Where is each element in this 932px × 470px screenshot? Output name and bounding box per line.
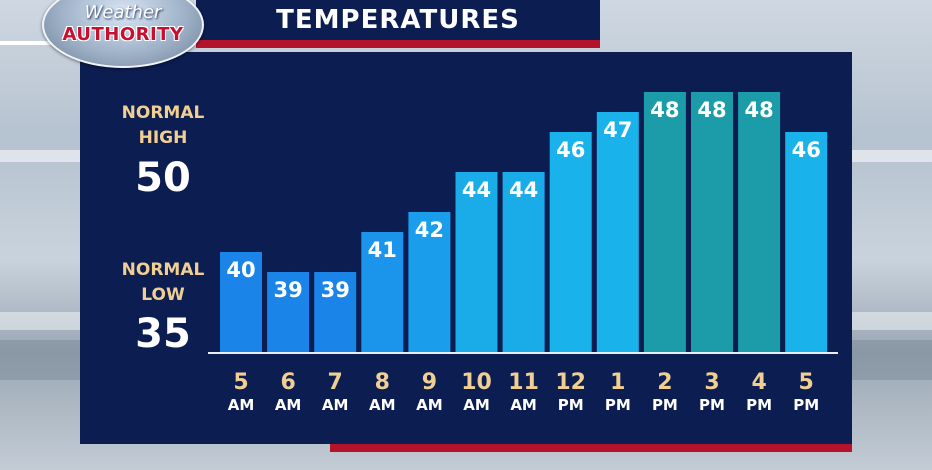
bar-value-label: 39 <box>321 278 350 302</box>
x-tick-period: AM <box>463 396 490 414</box>
x-tick-hour: 3 <box>704 370 719 395</box>
bar-value-label: 47 <box>603 118 632 142</box>
bar-value-label: 48 <box>650 98 679 122</box>
page-title: TEMPERATURES <box>276 5 520 35</box>
bar-13 <box>785 132 828 352</box>
bar-4 <box>361 232 404 352</box>
logo-weather-text: Weather <box>84 2 162 23</box>
normal-low-value: 35 <box>135 311 191 357</box>
bar-9 <box>596 112 639 352</box>
weather-authority-logo: Weather AUTHORITY <box>42 0 204 68</box>
x-tick-hour: 11 <box>508 370 539 395</box>
title-accent-bar <box>196 40 600 48</box>
logo-authority-text: AUTHORITY <box>62 24 184 45</box>
bar-2 <box>267 272 310 352</box>
bar-value-label: 42 <box>415 218 444 242</box>
x-tick-hour: 12 <box>555 370 586 395</box>
bar-8 <box>549 132 592 352</box>
bar-3 <box>314 272 357 352</box>
normal-low-label-2: LOW <box>141 285 185 305</box>
bar-5 <box>408 212 451 352</box>
x-tick-hour: 6 <box>280 370 295 395</box>
normal-high-label: NORMAL <box>121 103 205 123</box>
accent-bar <box>330 444 852 452</box>
bar-value-label: 48 <box>744 98 773 122</box>
x-tick-hour: 7 <box>328 370 343 395</box>
bar-value-label: 44 <box>509 178 538 202</box>
normal-high-value: 50 <box>135 155 191 201</box>
x-tick-hour: 4 <box>751 370 766 395</box>
x-tick-hour: 8 <box>375 370 390 395</box>
x-tick-period: PM <box>558 396 584 414</box>
bar-value-label: 41 <box>368 238 397 262</box>
x-tick-hour: 9 <box>422 370 437 395</box>
bar-10 <box>643 92 686 352</box>
normal-low-label: NORMAL <box>121 260 205 280</box>
bar-value-label: 46 <box>556 138 585 162</box>
x-tick-hour: 5 <box>233 370 248 395</box>
x-tick-hour: 1 <box>610 370 625 395</box>
bar-value-label: 40 <box>226 258 255 282</box>
x-tick-period: PM <box>746 396 772 414</box>
x-tick-hour: 10 <box>461 370 492 395</box>
x-tick-period: AM <box>369 396 396 414</box>
x-tick-period: PM <box>652 396 678 414</box>
x-tick-period: PM <box>605 396 631 414</box>
normal-high-label-2: HIGH <box>138 128 188 148</box>
x-tick-period: AM <box>228 396 255 414</box>
x-tick-period: AM <box>416 396 443 414</box>
x-tick-period: AM <box>510 396 537 414</box>
bar-6 <box>455 172 498 352</box>
bar-value-label: 39 <box>273 278 302 302</box>
x-tick-hour: 2 <box>657 370 672 395</box>
x-axis-baseline <box>208 352 838 354</box>
bar-value-label: 46 <box>792 138 821 162</box>
x-tick-period: AM <box>275 396 302 414</box>
bar-12 <box>738 92 781 352</box>
title-banner <box>196 0 600 40</box>
bar-value-label: 44 <box>462 178 491 202</box>
bar-value-label: 48 <box>697 98 726 122</box>
x-tick-period: PM <box>793 396 819 414</box>
bar-7 <box>502 172 545 352</box>
x-tick-period: AM <box>322 396 349 414</box>
x-tick-hour: 5 <box>799 370 814 395</box>
bar-1 <box>220 252 262 352</box>
bar-11 <box>691 92 733 352</box>
x-tick-period: PM <box>699 396 725 414</box>
